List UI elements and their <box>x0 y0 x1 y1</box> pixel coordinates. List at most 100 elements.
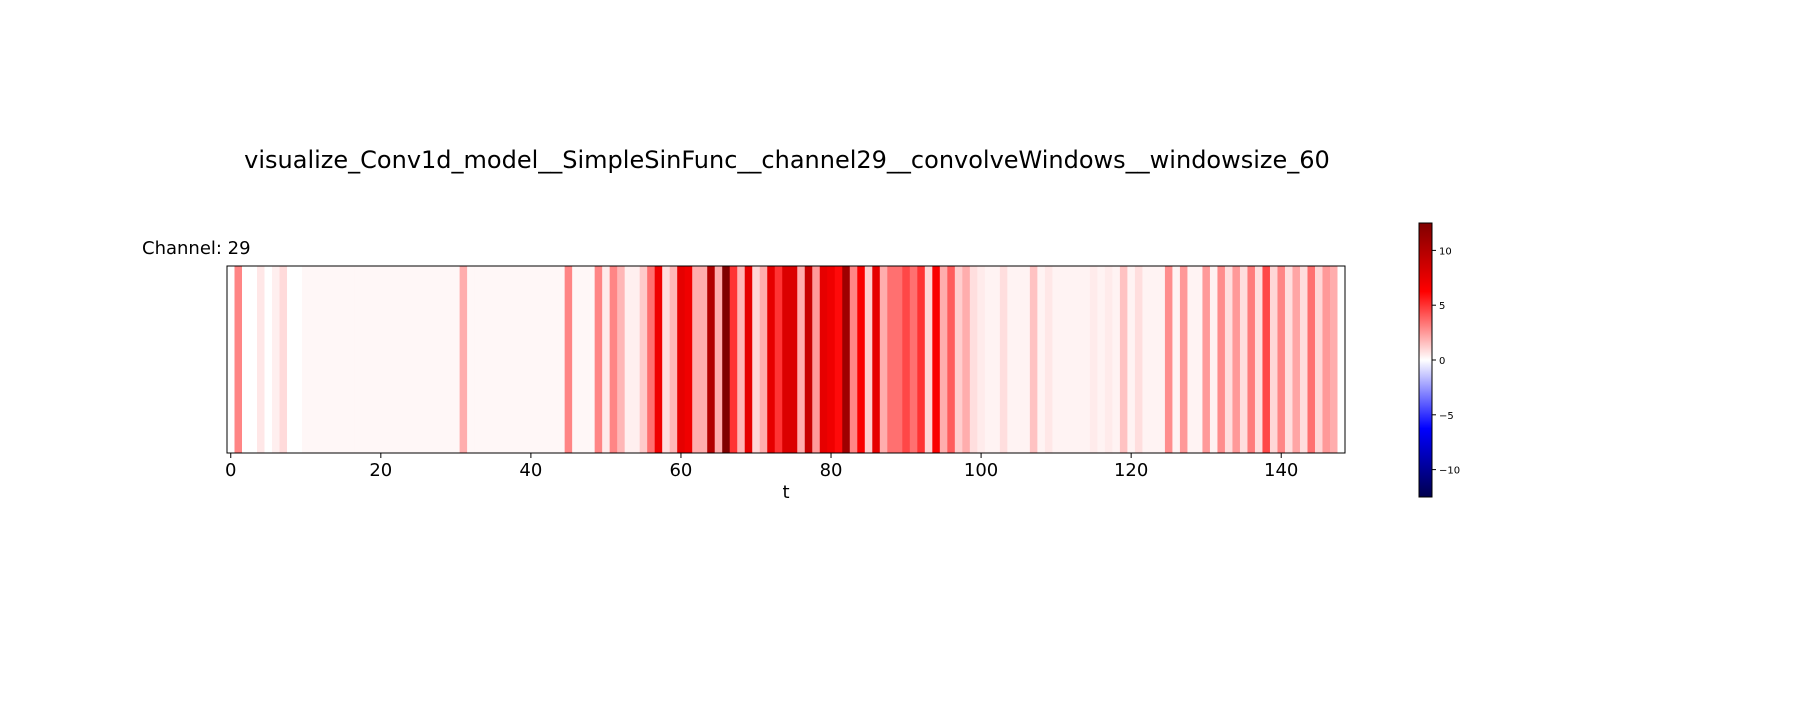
heatmap-cell <box>1277 266 1286 453</box>
heatmap-cell <box>1104 266 1113 453</box>
heatmap-cell <box>909 266 918 453</box>
heatmap-cell <box>894 266 903 453</box>
heatmap-cell <box>242 266 250 453</box>
colorbar <box>1418 222 1433 498</box>
heatmap-cell <box>684 266 693 453</box>
heatmap-cell <box>1089 266 1098 453</box>
heatmap-cell <box>1337 266 1346 453</box>
heatmap-cell <box>587 266 596 453</box>
x-tick-label: 100 <box>964 460 998 481</box>
heatmap-cell <box>744 266 753 453</box>
heatmap-cell <box>414 266 423 453</box>
heatmap-cell <box>857 266 866 453</box>
heatmap-cell <box>332 266 340 453</box>
heatmap-cell <box>557 266 566 453</box>
heatmap-cell <box>932 266 941 453</box>
heatmap-cell <box>377 266 385 453</box>
heatmap-cell <box>1292 266 1301 453</box>
heatmap-cell <box>639 266 648 453</box>
heatmap-cell <box>834 266 843 453</box>
heatmap-cell <box>527 266 536 453</box>
heatmap-cell <box>774 266 783 453</box>
heatmap-cell <box>512 266 521 453</box>
heatmap-cell <box>422 266 430 453</box>
plot-frame <box>226 265 1346 454</box>
heatmap-cell <box>962 266 971 453</box>
colorbar-tick-label: −5 <box>1439 411 1454 422</box>
chart-title: visualize_Conv1d_model__SimpleSinFunc__c… <box>244 146 1330 174</box>
heatmap-cell <box>1194 266 1203 453</box>
heatmap-cell <box>819 266 828 453</box>
heatmap-cell <box>827 266 836 453</box>
heatmap-cell <box>1187 266 1196 453</box>
colorbar-gradient <box>1418 222 1433 498</box>
heatmap-cell <box>429 266 438 453</box>
x-tick-label: 20 <box>369 460 392 481</box>
heatmap-cell <box>752 266 761 453</box>
heatmap-cell <box>1007 266 1016 453</box>
heatmap-cell <box>234 266 243 453</box>
heatmap-cell <box>309 266 318 453</box>
heatmap-cell <box>707 266 716 453</box>
heatmap-cell <box>722 266 731 453</box>
heatmap-cell <box>759 266 768 453</box>
heatmap-cell <box>1224 266 1233 453</box>
heatmap-cell <box>902 266 911 453</box>
heatmap-cell <box>452 266 461 453</box>
heatmap-cell <box>999 266 1008 453</box>
heatmap-cell <box>542 266 551 453</box>
heatmap-cell <box>1254 266 1263 453</box>
heatmap-cell <box>1322 266 1331 453</box>
heatmap-cell <box>264 266 273 453</box>
colorbar-tick-label: 5 <box>1439 301 1445 312</box>
axes-title: Channel: 29 <box>142 238 251 259</box>
heatmap-cell <box>249 266 258 453</box>
heatmap-cell <box>572 266 581 453</box>
heatmap-cell <box>624 266 633 453</box>
heatmap-cell <box>1142 266 1151 453</box>
heatmap-cell <box>407 266 415 453</box>
heatmap-cell <box>654 266 663 453</box>
heatmap-cell <box>789 266 798 453</box>
heatmap-cell <box>392 266 400 453</box>
heatmap-cell <box>812 266 821 453</box>
heatmap-cell <box>549 266 558 453</box>
heatmap-cell <box>797 266 806 453</box>
heatmap-cell <box>699 266 708 453</box>
heatmap-cell <box>1127 266 1136 453</box>
heatmap-cell <box>579 266 588 453</box>
heatmap-cell <box>437 266 445 453</box>
heatmap-cell <box>992 266 1001 453</box>
heatmap-cell <box>497 266 506 453</box>
heatmap-cell <box>302 266 310 453</box>
heatmap-cell <box>617 266 626 453</box>
heatmap-cell <box>399 266 408 453</box>
heatmap-cell <box>1067 266 1076 453</box>
heatmap-cell <box>1082 266 1091 453</box>
heatmap-cell <box>1239 266 1248 453</box>
heatmap-cell <box>662 266 671 453</box>
heatmap-cell <box>1284 266 1293 453</box>
heatmap-cell <box>1247 266 1256 453</box>
heatmap-cell <box>1164 266 1173 453</box>
heatmap-cell <box>647 266 656 453</box>
heatmap-cell <box>692 266 701 453</box>
x-tick-label: 0 <box>225 460 236 481</box>
heatmap-cell <box>347 266 355 453</box>
heatmap-cell <box>602 266 611 453</box>
x-tick-label: 40 <box>519 460 542 481</box>
heatmap-cell <box>1269 266 1278 453</box>
colorbar-tick-label: −10 <box>1439 466 1460 477</box>
heatmap-cell <box>887 266 896 453</box>
heatmap-cell <box>1149 266 1158 453</box>
heatmap-cell <box>1097 266 1106 453</box>
heatmap-cell <box>1299 266 1308 453</box>
heatmap-cell <box>1074 266 1083 453</box>
heatmap-cell <box>677 266 686 453</box>
heatmap-cell <box>317 266 325 453</box>
heatmap-cell <box>804 266 813 453</box>
heatmap-cell <box>1134 266 1143 453</box>
heatmap-cell <box>917 266 926 453</box>
heatmap-cell <box>1262 266 1271 453</box>
